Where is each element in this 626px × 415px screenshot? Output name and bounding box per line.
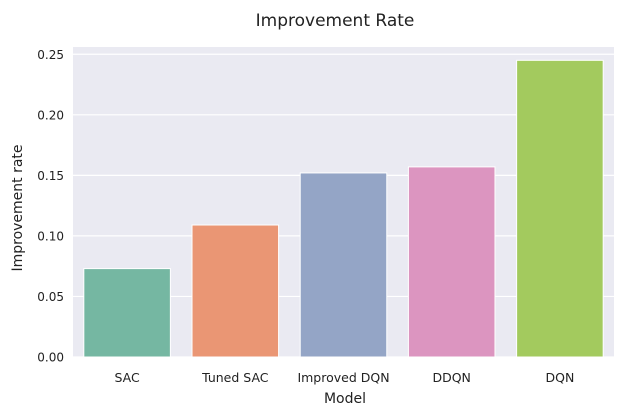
x-axis-ticks: SAC Tuned SAC Improved DQN DDQN DQN (114, 370, 574, 385)
y-tick-label: 0.10 (37, 229, 64, 243)
x-tick-label: Tuned SAC (201, 370, 269, 385)
y-tick-label: 0.25 (37, 48, 64, 62)
y-tick-label: 0.15 (37, 169, 64, 183)
bars (83, 59, 604, 358)
y-tick-label: 0.20 (37, 108, 64, 122)
y-tick-label: 0.00 (37, 351, 64, 365)
chart-title: Improvement Rate (256, 11, 415, 31)
x-tick-label: Improved DQN (297, 370, 389, 385)
x-tick-label: SAC (114, 370, 139, 385)
y-axis-ticks: 0.00 0.05 0.10 0.15 0.20 0.25 (37, 48, 64, 365)
y-tick-label: 0.05 (37, 290, 64, 304)
x-tick-label: DQN (545, 370, 574, 385)
bar-tuned-sac (191, 224, 280, 358)
bar-ddqn (407, 166, 496, 358)
x-axis-label: Model (324, 391, 366, 407)
y-axis-label: Improvement rate (10, 144, 26, 271)
bar-sac (83, 268, 171, 358)
bar-dqn (516, 59, 604, 358)
bar-improved-dqn (299, 172, 388, 358)
x-tick-label: DDQN (432, 370, 470, 385)
